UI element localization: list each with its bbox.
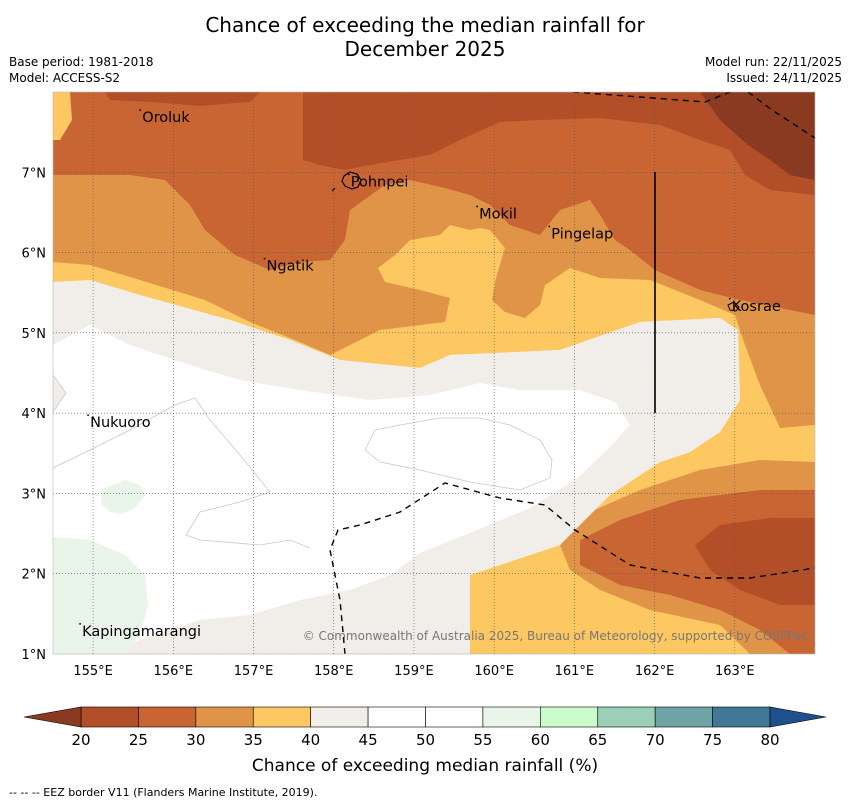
place-marker: [728, 297, 731, 300]
lon-tick-label: 156°E: [154, 664, 194, 679]
lat-tick-label: 5°N: [22, 327, 47, 342]
place-marker: [476, 205, 479, 208]
colorbar-tick-label: 20: [71, 731, 90, 749]
lat-tick-label: 4°N: [22, 407, 47, 422]
colorbar-tick-label: 35: [244, 731, 263, 749]
base-period: Base period: 1981-2018: [9, 55, 154, 69]
colorbar-under-arrow: [23, 706, 82, 728]
place-label: Oroluk: [142, 110, 190, 126]
lon-tick-label: 157°E: [234, 664, 274, 679]
place-labels: Oroluk Pohnpei Mokil Pingelap Ngatik Kosrae Nu…: [79, 109, 781, 640]
copyright-notice: © Commonwealth of Australia 2025, Bureau…: [303, 629, 808, 643]
eez-footnote: -- -- -- EEZ border V11 (Flanders Marine…: [9, 786, 318, 799]
colorbar-segment: [310, 706, 369, 728]
place-label: Nukuoro: [90, 415, 151, 431]
title-line-2: December 2025: [344, 37, 506, 61]
colorbar-segment: [367, 706, 426, 728]
colorbar-tick-label: 60: [531, 731, 550, 749]
colorbar-segment: [138, 706, 197, 728]
map-frame: [52, 91, 816, 655]
colorbar-segment: [80, 706, 139, 728]
band-25-30: [53, 92, 815, 315]
lat-tick-label: 2°N: [22, 568, 47, 583]
pohnpei-island: [341, 171, 362, 190]
place-marker: [347, 173, 350, 176]
contour-line-3: [53, 374, 67, 413]
band-20-25-south: [695, 518, 815, 605]
title-line-1: Chance of exceeding the median rainfall …: [205, 13, 645, 37]
meta-left: Base period: 1981-2018 Model: ACCESS-S2: [9, 54, 154, 86]
colorbar-tick-label: 75: [703, 731, 722, 749]
band-55-60-south: [53, 537, 148, 654]
place-marker: [79, 623, 81, 625]
colorbar-segment: [712, 706, 771, 728]
contour-line-1: [53, 397, 311, 549]
place-label: Pohnpei: [351, 174, 409, 190]
meta-right: Model run: 22/11/2025 Issued: 24/11/2025: [705, 54, 842, 86]
colorbar-tick-label: 30: [186, 731, 205, 749]
band-45-50: [53, 325, 630, 654]
band-40-45-west: [53, 280, 740, 590]
band-20-25-west: [105, 92, 260, 106]
eez-border-south: [329, 482, 815, 654]
lon-tick-label: 155°E: [73, 664, 113, 679]
colorbar: 20 25 30 35 40 45 50 55 60 65 70 75 80: [23, 706, 827, 749]
issued-date: Issued: 24/11/2025: [726, 71, 842, 85]
band-20-25: [303, 92, 815, 195]
colorbar-segment: [425, 706, 484, 728]
colorbar-tick-label: 55: [473, 731, 492, 749]
place-label: Pingelap: [551, 227, 613, 243]
colorbar-over-arrow: [769, 706, 827, 728]
colorbar-tick-label: 65: [588, 731, 607, 749]
lon-tick-label: 161°E: [555, 664, 595, 679]
kosrae-island: [727, 301, 740, 312]
place-label: Mokil: [479, 206, 517, 222]
colorbar-tick-label: 45: [359, 731, 378, 749]
colorbar-tick-label: 50: [416, 731, 435, 749]
map-field: Oroluk Pohnpei Mokil Pingelap Ngatik Kosrae Nu…: [53, 92, 815, 654]
colorbar-segment: [654, 706, 713, 728]
colorbar-segment: [597, 706, 656, 728]
map-title: Chance of exceeding the median rainfall …: [0, 13, 850, 61]
lat-tick-label: 1°N: [22, 648, 47, 663]
lat-tick-label: 3°N: [22, 487, 47, 502]
colorbar-segment: [252, 706, 311, 728]
band-55-60-patch: [100, 480, 145, 514]
colorbar-tick-label: 25: [129, 731, 148, 749]
place-marker: [139, 109, 142, 111]
colorbar-label: Chance of exceeding median rainfall (%): [251, 756, 599, 776]
band-under-20: [700, 92, 815, 180]
colorbar-tick-label: 70: [646, 731, 665, 749]
model-run: Model run: 22/11/2025: [704, 55, 842, 69]
pohnpei-reef: [331, 187, 336, 192]
place-label: Kosrae: [732, 299, 781, 315]
colorbar-segment: [195, 706, 254, 728]
colorbar-tick-label: 80: [760, 731, 779, 749]
lon-tick-label: 160°E: [474, 664, 514, 679]
band-35-40-nw: [53, 92, 72, 140]
colorbar-segment: [540, 706, 599, 728]
colorbar-tick-label: 40: [301, 731, 320, 749]
lon-tick-label: 162°E: [635, 664, 675, 679]
place-marker: [548, 225, 551, 228]
lon-tick-label: 163°E: [715, 664, 755, 679]
lat-tick-label: 7°N: [22, 166, 47, 181]
axis-ticks: 155°E 156°E 157°E 158°E 159°E 160°E 161°E 162°E…: [22, 166, 755, 679]
lat-tick-label: 6°N: [22, 247, 47, 262]
place-marker: [87, 414, 89, 417]
place-label: Kapingamarangi: [82, 624, 201, 640]
model-name: Model: ACCESS-S2: [9, 71, 121, 85]
place-marker: [263, 257, 266, 260]
eez-border-north: [572, 92, 732, 103]
lon-tick-label: 159°E: [394, 664, 434, 679]
contour-line-2: [364, 417, 553, 491]
colorbar-segment: [482, 706, 541, 728]
place-label: Ngatik: [267, 259, 315, 275]
lon-tick-label: 158°E: [314, 664, 354, 679]
